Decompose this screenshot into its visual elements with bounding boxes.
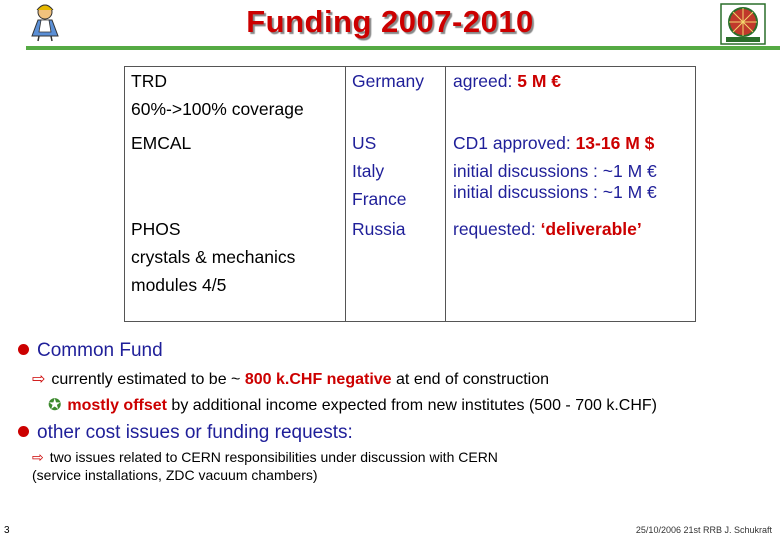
france-funding: initial discussions : ~1 M € — [453, 182, 657, 202]
us-funding-text: CD1 approved: — [453, 133, 576, 153]
russia-deliverable: ‘deliverable’ — [540, 219, 642, 239]
funding-table: TRD 60%->100% coverage Germany agreed: 5… — [124, 66, 696, 322]
arrow-right-icon: ⇨ — [32, 449, 44, 465]
country-france: France — [352, 189, 407, 209]
germany-funding-text: agreed: — [453, 71, 518, 91]
germany-amount: 5 M € — [517, 71, 561, 91]
russia-funding-text: requested: — [453, 219, 541, 239]
emcal-label: EMCAL — [131, 133, 192, 153]
phos-modules: modules 4/5 — [131, 275, 227, 295]
cf-offset-highlight: mostly offset — [67, 397, 167, 414]
us-funding: CD1 approved: 13-16 M $ — [453, 129, 654, 157]
page-number: 3 — [4, 525, 10, 536]
common-fund-label: Common Fund — [37, 340, 163, 361]
country-russia: Russia — [352, 219, 406, 239]
other-costs-label: other cost issues or funding requests: — [37, 422, 353, 443]
italy-funding: initial discussions : ~1 M € — [453, 161, 657, 181]
trd-label: TRD — [131, 71, 167, 91]
footer-meta: 25/10/2006 21st RRB J. Schukraft — [635, 525, 772, 535]
cf-estimate-text: currently estimated to be ~ — [51, 371, 245, 388]
table-divider — [445, 67, 446, 321]
cf-offset-text: by additional income expected from new i… — [166, 397, 657, 414]
common-fund-offset: ✪ mostly offset by additional income expe… — [48, 395, 657, 415]
bullet-dot-icon — [18, 426, 29, 437]
oc-line1: two issues related to CERN responsibilit… — [49, 449, 498, 465]
bullet-dot-icon — [18, 344, 29, 355]
alice-experiment-logo-icon — [720, 3, 766, 45]
bullet-common-fund: Common Fund — [18, 340, 163, 362]
country-italy: Italy — [352, 161, 385, 181]
other-costs-detail: ⇨ two issues related to CERN responsibili… — [32, 448, 498, 484]
phos-label: PHOS — [131, 219, 181, 239]
country-us: US — [352, 133, 377, 153]
trd-coverage: 60%->100% coverage — [131, 99, 304, 119]
arrow-right-icon: ⇨ — [32, 371, 46, 388]
phos-detail: crystals & mechanics — [131, 247, 296, 267]
table-divider — [345, 67, 346, 321]
title-rule — [26, 46, 780, 50]
germany-funding: agreed: 5 M € — [453, 67, 561, 95]
oc-line2: (service installations, ZDC vacuum chamb… — [32, 467, 318, 483]
alice-character-icon — [26, 2, 64, 42]
cf-negative-amount: 800 k.CHF negative — [244, 371, 392, 388]
cf-estimate-end: at end of construction — [391, 371, 550, 388]
page-title: Funding 2007-2010 — [246, 4, 534, 39]
country-germany: Germany — [352, 71, 424, 91]
check-arrow-icon: ✪ — [48, 397, 62, 414]
us-amount: 13-16 M $ — [575, 133, 655, 153]
common-fund-estimate: ⇨ currently estimated to be ~ 800 k.CHF n… — [32, 369, 549, 389]
bullet-other-costs: other cost issues or funding requests: — [18, 422, 353, 444]
russia-funding: requested: ‘deliverable’ — [453, 215, 642, 243]
